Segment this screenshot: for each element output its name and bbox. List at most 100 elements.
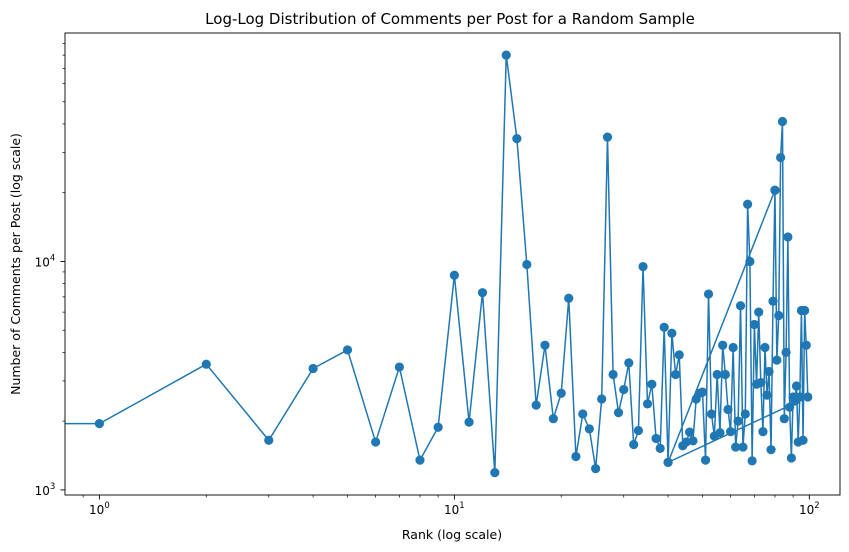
data-point bbox=[760, 342, 770, 353]
data-point bbox=[801, 340, 811, 350]
data-point bbox=[688, 436, 698, 446]
data-point bbox=[768, 296, 778, 306]
data-point bbox=[749, 319, 759, 330]
data-point bbox=[642, 399, 653, 409]
data-point bbox=[728, 342, 738, 353]
data-point bbox=[762, 390, 772, 400]
data-point bbox=[501, 50, 511, 60]
data-point bbox=[608, 369, 618, 380]
data-point bbox=[766, 445, 776, 455]
x-tick-label: 101 bbox=[444, 501, 465, 517]
data-point bbox=[663, 457, 673, 467]
data-point bbox=[464, 417, 474, 427]
data-point bbox=[659, 322, 669, 332]
y-tick-label: 104 bbox=[35, 253, 56, 269]
data-point bbox=[578, 409, 588, 419]
data-point bbox=[619, 384, 629, 395]
data-point bbox=[531, 400, 541, 410]
data-point bbox=[548, 414, 558, 424]
data-point bbox=[342, 345, 353, 355]
data-point bbox=[747, 456, 757, 466]
data-point bbox=[706, 409, 717, 419]
data-point bbox=[776, 152, 786, 163]
data-point bbox=[770, 185, 780, 195]
data-point bbox=[674, 350, 684, 360]
data-point bbox=[633, 425, 644, 436]
data-point bbox=[725, 426, 736, 437]
data-point bbox=[743, 199, 753, 209]
x-tick-label: 100 bbox=[89, 501, 110, 517]
data-point bbox=[756, 377, 766, 388]
data-point bbox=[651, 433, 661, 444]
data-point bbox=[779, 414, 789, 424]
data-point bbox=[795, 392, 805, 402]
data-point bbox=[764, 366, 774, 377]
y-tick-label: 103 bbox=[35, 482, 56, 498]
data-point bbox=[591, 463, 601, 474]
data-point bbox=[512, 133, 522, 144]
data-point bbox=[781, 347, 791, 357]
data-point bbox=[754, 307, 764, 317]
data-point bbox=[201, 359, 211, 369]
data-point bbox=[624, 358, 634, 368]
data-point bbox=[94, 419, 104, 429]
data-point bbox=[731, 442, 741, 452]
data-point bbox=[798, 435, 808, 445]
data-point bbox=[733, 416, 743, 426]
data-point bbox=[522, 259, 532, 270]
data-point bbox=[602, 132, 613, 142]
data-point bbox=[584, 424, 594, 434]
data-point bbox=[685, 427, 695, 437]
data-point bbox=[803, 392, 813, 402]
data-point bbox=[597, 394, 607, 404]
data-point bbox=[720, 369, 730, 380]
x-axis-label: Rank (log scale) bbox=[402, 527, 502, 542]
chart-title: Log-Log Distribution of Comments per Pos… bbox=[205, 10, 695, 28]
data-point bbox=[745, 256, 755, 267]
data-point bbox=[785, 402, 795, 412]
data-point bbox=[758, 426, 768, 437]
data-point bbox=[564, 293, 574, 303]
data-point bbox=[449, 270, 459, 280]
data-point bbox=[735, 301, 746, 311]
data-point bbox=[638, 261, 648, 272]
data-point bbox=[433, 422, 443, 432]
data-point bbox=[308, 363, 318, 374]
data-point bbox=[777, 116, 788, 127]
plot-frame bbox=[64, 32, 841, 496]
data-point bbox=[264, 435, 274, 445]
data-point bbox=[667, 328, 677, 338]
data-point bbox=[629, 439, 639, 450]
data-point bbox=[791, 381, 802, 391]
data-point bbox=[647, 379, 657, 389]
data-point bbox=[540, 340, 550, 350]
data-point bbox=[700, 455, 711, 465]
data-point bbox=[712, 369, 722, 380]
data-point bbox=[723, 404, 733, 415]
data-point bbox=[490, 468, 500, 478]
data-point bbox=[671, 369, 681, 380]
data-point bbox=[800, 305, 810, 316]
y-axis-label: Number of Comments per Post (log scale) bbox=[8, 133, 23, 395]
x-tick-label: 102 bbox=[799, 501, 820, 517]
series-line bbox=[65, 54, 809, 474]
plot-area bbox=[65, 50, 813, 478]
data-point bbox=[703, 289, 714, 299]
data-point bbox=[738, 442, 748, 452]
data-point bbox=[655, 443, 665, 453]
data-point bbox=[786, 453, 796, 463]
data-point bbox=[394, 362, 404, 372]
data-point bbox=[371, 437, 381, 447]
data-point bbox=[718, 340, 728, 350]
data-point bbox=[715, 428, 725, 438]
data-point bbox=[571, 451, 581, 462]
data-point bbox=[740, 409, 750, 419]
data-point bbox=[774, 310, 784, 321]
data-point bbox=[477, 288, 488, 298]
data-point bbox=[772, 355, 782, 365]
data-point bbox=[613, 407, 624, 418]
data-point bbox=[697, 387, 708, 397]
data-point bbox=[556, 388, 566, 398]
data-point bbox=[783, 232, 793, 242]
